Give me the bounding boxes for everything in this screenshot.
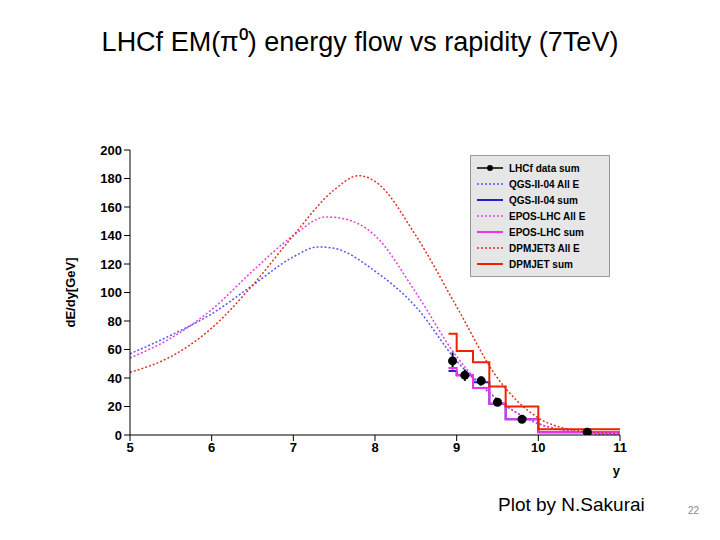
svg-text:160: 160 [100,200,122,215]
svg-text:120: 120 [100,257,122,272]
html-text:QGS-II-04 All E: QGS-II-04 All E [509,178,580,190]
html-text:LHCf data sum: LHCf data sum [509,162,580,174]
svg-text:40: 40 [108,371,122,386]
svg-text:80: 80 [108,314,122,329]
svg-text:5: 5 [126,440,133,455]
svg-text:100: 100 [100,285,122,300]
html-text:22: 22 [688,505,700,516]
svg-text:8: 8 [371,440,378,455]
svg-text:6: 6 [208,440,215,455]
svg-text:9: 9 [453,440,460,455]
html-text:LHCf EM(π⁰) energy flow vs rap: LHCf EM(π⁰) energy flow vs rapidity (7Te… [101,27,619,57]
svg-text:200: 200 [100,143,122,158]
html-text:DPMJET sum: DPMJET sum [509,258,573,270]
html-text:QGS-II-04 sum: QGS-II-04 sum [509,194,578,206]
svg-text:y: y [613,463,621,478]
svg-text:7: 7 [290,440,297,455]
svg-text:60: 60 [108,342,122,357]
html-text:EPOS-LHC All E: EPOS-LHC All E [509,210,586,222]
html-text:Plot by N.Sakurai: Plot by N.Sakurai [498,494,645,515]
html-text:EPOS-LHC sum: EPOS-LHC sum [509,226,584,238]
svg-text:dE/dy[GeV]: dE/dy[GeV] [63,257,78,327]
svg-text:20: 20 [108,399,122,414]
svg-text:140: 140 [100,228,122,243]
html-text:DPMJET3 All E: DPMJET3 All E [509,242,580,254]
svg-text:180: 180 [100,171,122,186]
svg-text:11: 11 [613,440,627,455]
svg-text:0: 0 [115,428,122,443]
svg-text:10: 10 [531,440,545,455]
